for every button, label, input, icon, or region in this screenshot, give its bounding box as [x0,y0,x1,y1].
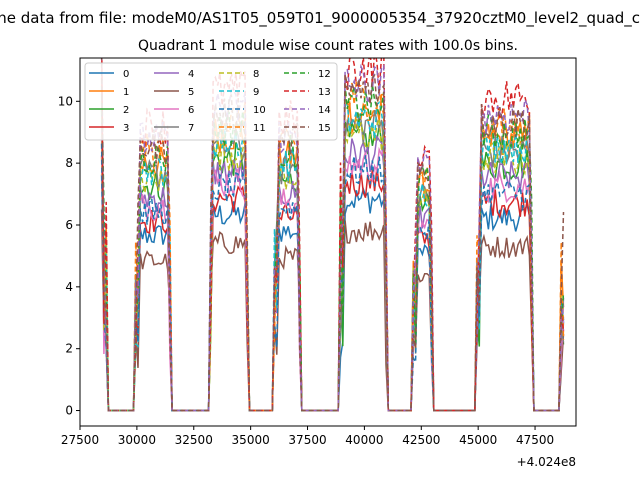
axis-ticks: 27500 30000 32500 35000 37500 40000 42500 45000… [58,94,554,447]
x-tick-label: 47500 [516,433,554,447]
legend-label: 4 [188,69,194,80]
legend-label: 10 [253,105,266,116]
legend-label: 12 [318,69,331,80]
x-tick-label: 42500 [402,433,440,447]
figure-suptitle: Plot of the data from file: modeM0/AS1T0… [0,9,640,28]
legend-label: 2 [123,105,129,116]
x-tick-label: 27500 [61,433,99,447]
chart-title: Quadrant 1 module wise count rates with … [138,38,518,54]
y-tick-label: 2 [65,342,73,356]
x-tick-label: 45000 [459,433,497,447]
legend-label: 0 [123,69,129,80]
x-tick-label: 40000 [345,433,383,447]
legend-label: 6 [188,105,194,116]
plot-lines [100,58,565,412]
legend-label: 8 [253,69,259,80]
x-tick-label: 32500 [175,433,213,447]
x-tick-label: 37500 [288,433,326,447]
legend-box [84,62,338,141]
legend-label: 1 [123,87,129,98]
y-tick-label: 0 [65,404,73,418]
series-line-14 [100,58,565,412]
series-line-15 [100,58,565,412]
x-tick-label: 35000 [232,433,270,447]
y-tick-label: 4 [65,280,73,294]
y-tick-label: 8 [65,156,73,170]
legend-label: 11 [253,123,266,134]
legend-label: 5 [188,87,194,98]
x-offset-label: +4.024e8 [517,455,576,469]
legend-label: 14 [318,105,331,116]
legend-label: 13 [318,87,331,98]
legend-label: 7 [188,123,194,134]
x-tick-label: 30000 [118,433,156,447]
legend-label: 9 [253,87,259,98]
legend-label: 15 [318,123,331,134]
y-tick-label: 10 [58,94,73,108]
axes-frame [79,57,577,427]
legend-label: 3 [123,123,129,134]
y-tick-label: 6 [65,218,73,232]
